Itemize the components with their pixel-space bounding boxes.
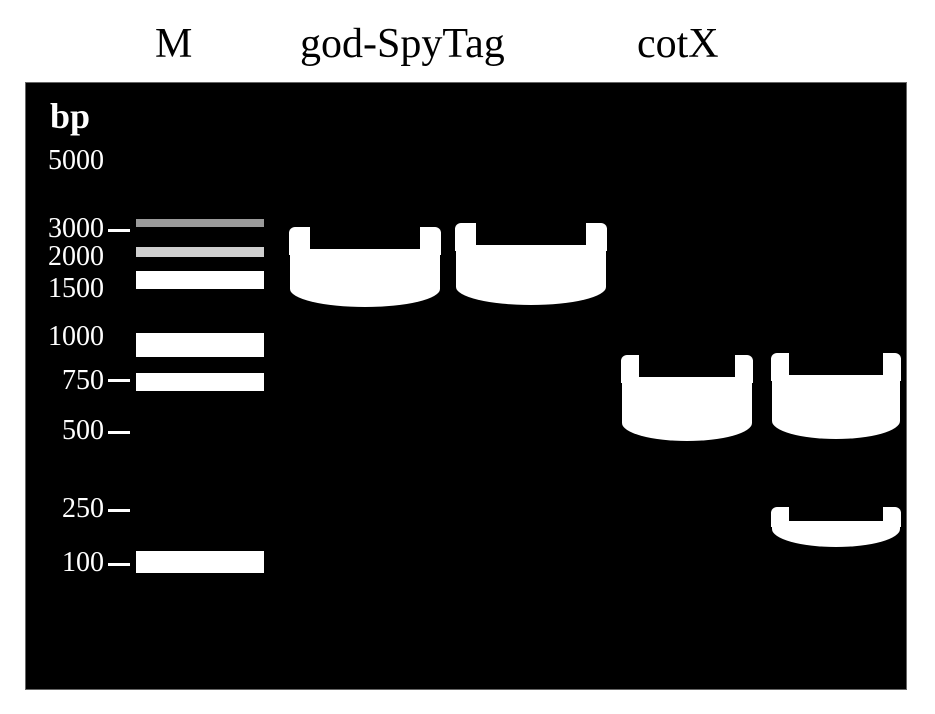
y-tick-1000: 1000 [32, 321, 104, 353]
gel-background: bp 5000 3000 2000 1500 1000 750 500 250 … [32, 89, 900, 683]
lane-god-spytag-2 [456, 89, 606, 683]
header-label-god-spytag: god-SpyTag [300, 20, 505, 68]
lane-cotx-1 [622, 89, 752, 683]
y-tick-mark [108, 563, 130, 566]
ladder-band [136, 271, 264, 289]
gel-image: bp 5000 3000 2000 1500 1000 750 500 250 … [25, 82, 907, 690]
y-tick-mark [108, 229, 130, 232]
y-tick-2000: 2000 [32, 241, 104, 273]
ladder-band [136, 333, 264, 357]
y-tick-500: 500 [32, 415, 104, 447]
lane-header-row: M god-SpyTag cotX [25, 20, 910, 80]
ladder-band [136, 247, 264, 257]
y-tick-5000: 5000 [32, 145, 104, 177]
ladder-band [136, 551, 264, 573]
lane-god-spytag-1 [290, 89, 440, 683]
y-tick-250: 250 [32, 493, 104, 525]
sample-band [772, 521, 900, 547]
sample-band [290, 249, 440, 307]
ladder-band [136, 219, 264, 227]
header-label-marker: M [155, 20, 192, 68]
y-axis-unit-label: bp [50, 95, 90, 137]
y-tick-1500: 1500 [32, 273, 104, 305]
header-label-cotx: cotX [637, 20, 719, 68]
sample-band [456, 245, 606, 305]
y-tick-750: 750 [32, 365, 104, 397]
sample-band [622, 377, 752, 441]
y-tick-mark [108, 379, 130, 382]
y-tick-mark [108, 509, 130, 512]
ladder-band [136, 373, 264, 391]
lane-marker [136, 89, 264, 683]
lane-cotx-2 [772, 89, 900, 683]
y-tick-100: 100 [32, 547, 104, 579]
gel-figure: M god-SpyTag cotX bp 5000 3000 2000 1500… [25, 20, 910, 690]
y-tick-mark [108, 431, 130, 434]
sample-band [772, 375, 900, 439]
